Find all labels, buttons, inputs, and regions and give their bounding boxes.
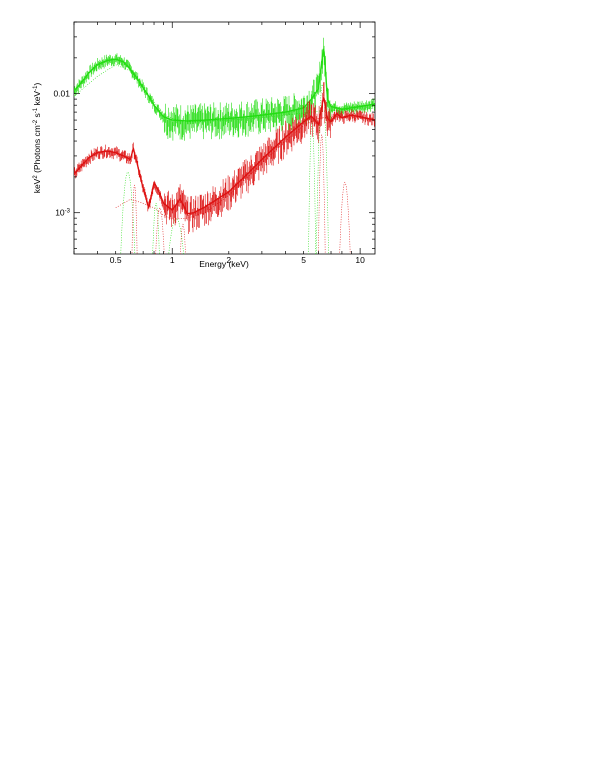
y-axis-title-sup-3: -1 (33, 107, 39, 113)
x-tick-label: 5 (301, 255, 306, 265)
line-component-2 (168, 217, 185, 254)
y-axis-title-end: keV (32, 91, 42, 108)
data-series-1 (74, 82, 375, 234)
line-component-7 (180, 223, 186, 254)
model-line-0 (74, 48, 375, 122)
line-component-8 (318, 134, 326, 254)
x-axis-title: Energy (keV) (199, 259, 249, 269)
x-tick-label: 2 (226, 255, 231, 265)
data-series-0 (74, 37, 375, 141)
line-component-1 (152, 202, 160, 254)
plot-frame (73, 21, 376, 255)
line-component-6 (155, 207, 165, 254)
y-tick-label: 0.01 (53, 89, 70, 99)
y-tick-label-main: 10 (55, 208, 65, 218)
x-tick-label: 1 (170, 255, 175, 265)
model-line-1 (74, 96, 375, 215)
model-component-1 (115, 116, 375, 220)
y-axis-title-main: keV (32, 178, 42, 193)
y-tick-label: 10-3 (55, 208, 70, 218)
y-axis-title-sup-2: -2 (33, 119, 39, 125)
x-tick-label: 10 (355, 255, 365, 265)
y-tick-label-sup: -3 (65, 209, 71, 215)
line-component-9 (339, 181, 351, 254)
y-axis-title: keV2 (Photons cm-2 s-1 keV-1) (32, 83, 42, 194)
y-axis-title-sup-4: -1 (33, 85, 39, 91)
y-axis-title-rest: (Photons cm (32, 125, 42, 175)
y-axis-title-tail: s (32, 113, 42, 120)
line-component-3 (308, 119, 317, 254)
y-axis-title-sup-1: 2 (33, 175, 39, 179)
line-component-5 (131, 184, 138, 254)
ticks-layer (73, 21, 375, 254)
x-tick-label: 0.5 (110, 255, 122, 265)
series-layer (74, 37, 375, 254)
y-axis-title-close: ) (32, 83, 42, 86)
y-tick-label-main: 0.01 (53, 89, 70, 99)
line-component-0 (120, 171, 136, 254)
